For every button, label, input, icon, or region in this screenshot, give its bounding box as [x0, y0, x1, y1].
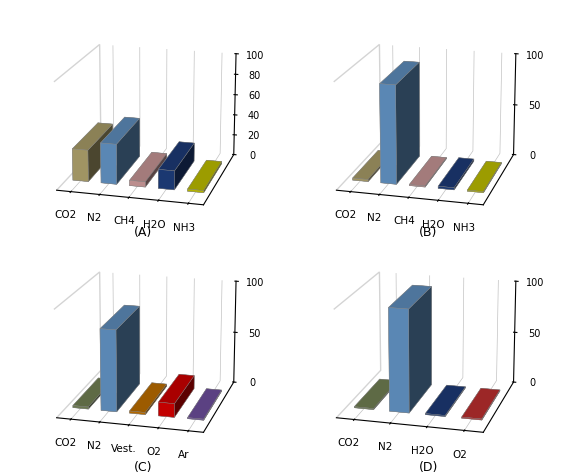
Text: (B): (B): [419, 227, 437, 239]
Text: (A): (A): [134, 227, 152, 239]
Text: (D): (D): [419, 461, 438, 474]
Text: (C): (C): [134, 461, 152, 474]
